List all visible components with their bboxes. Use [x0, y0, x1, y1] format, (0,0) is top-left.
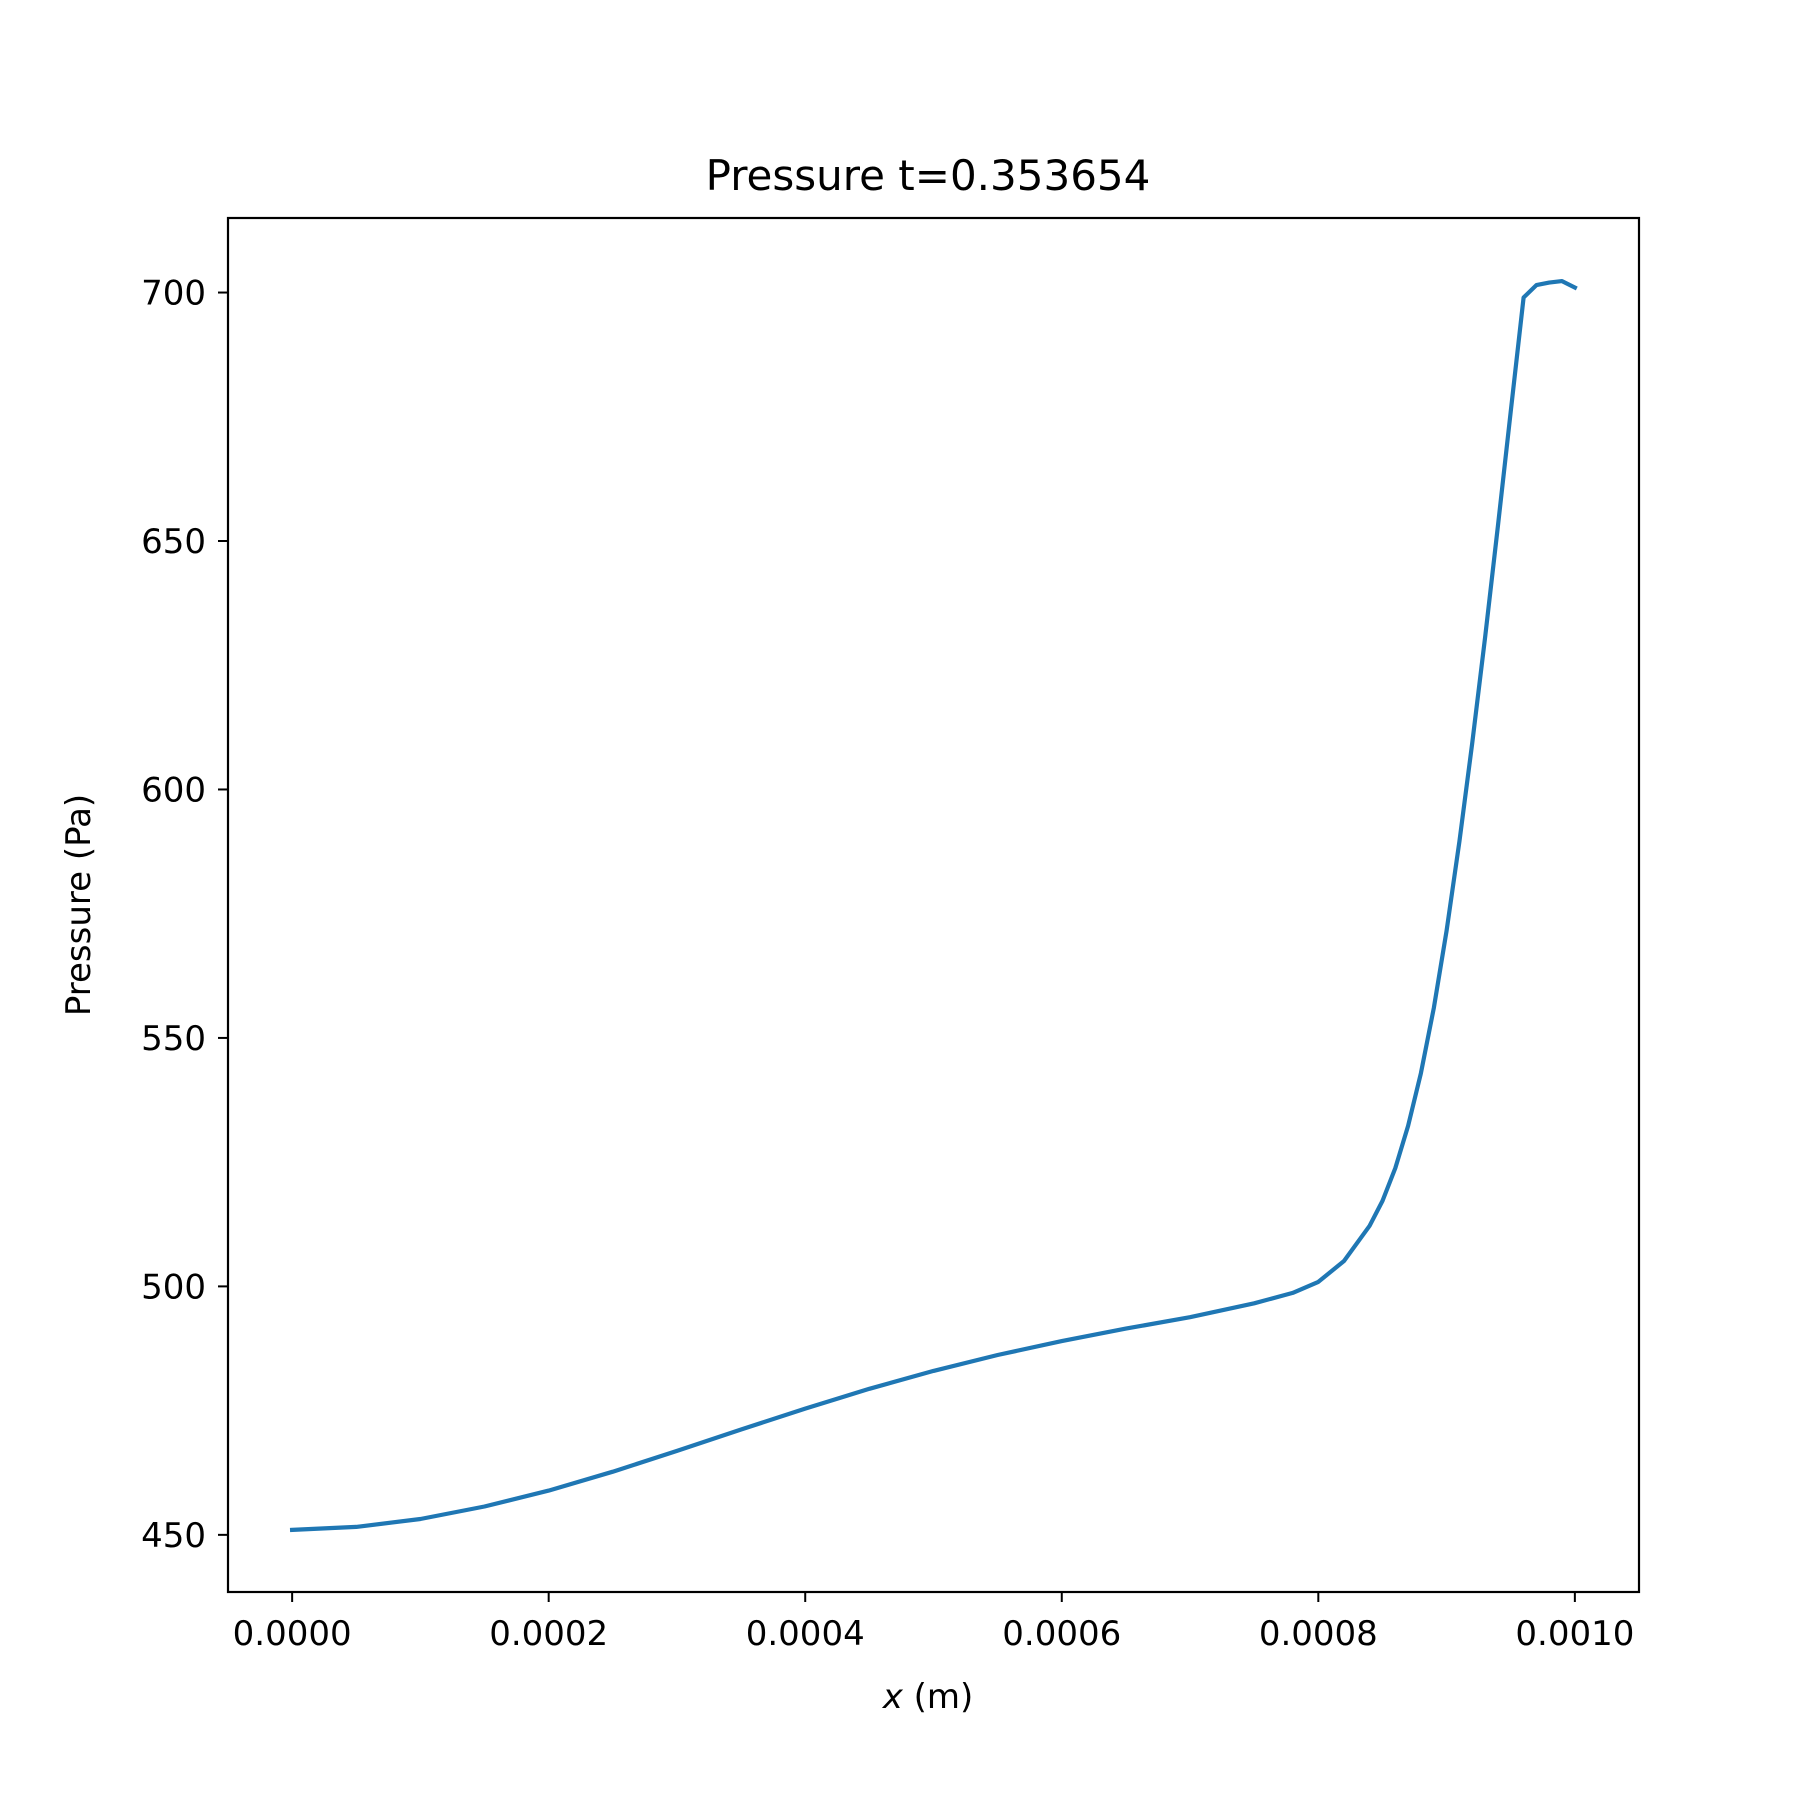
x-tick-label: 0.0004: [746, 1614, 865, 1654]
x-tick-label: 0.0008: [1259, 1614, 1378, 1654]
chart-title: Pressure t=0.353654: [706, 151, 1151, 200]
y-axis-label: Pressure (Pa): [59, 794, 99, 1016]
pressure-series-line: [289, 279, 1578, 1533]
x-axis-label: x (m): [882, 1677, 974, 1717]
y-tick-label: 600: [141, 770, 206, 810]
data-series: [289, 279, 1578, 1533]
x-axis-label-unit: (m): [903, 1677, 973, 1717]
plot-area-frame: [226, 216, 1641, 1594]
y-axis: 450 500 550 600 650 700: [141, 274, 228, 1556]
x-tick-label: 0.0010: [1515, 1614, 1634, 1654]
x-tick-label: 0.0000: [233, 1614, 352, 1654]
x-tick-label: 0.0002: [489, 1614, 608, 1654]
y-tick-label: 650: [141, 522, 206, 562]
y-tick-label: 450: [141, 1516, 206, 1556]
y-tick-label: 500: [141, 1267, 206, 1307]
x-tick-label: 0.0006: [1002, 1614, 1121, 1654]
y-tick-label: 700: [141, 274, 206, 314]
x-axis: 0.0000 0.0002 0.0004 0.0006 0.0008 0.0010: [233, 1592, 1634, 1654]
y-tick-label: 550: [141, 1019, 206, 1059]
x-axis-label-variable: x: [882, 1677, 904, 1717]
